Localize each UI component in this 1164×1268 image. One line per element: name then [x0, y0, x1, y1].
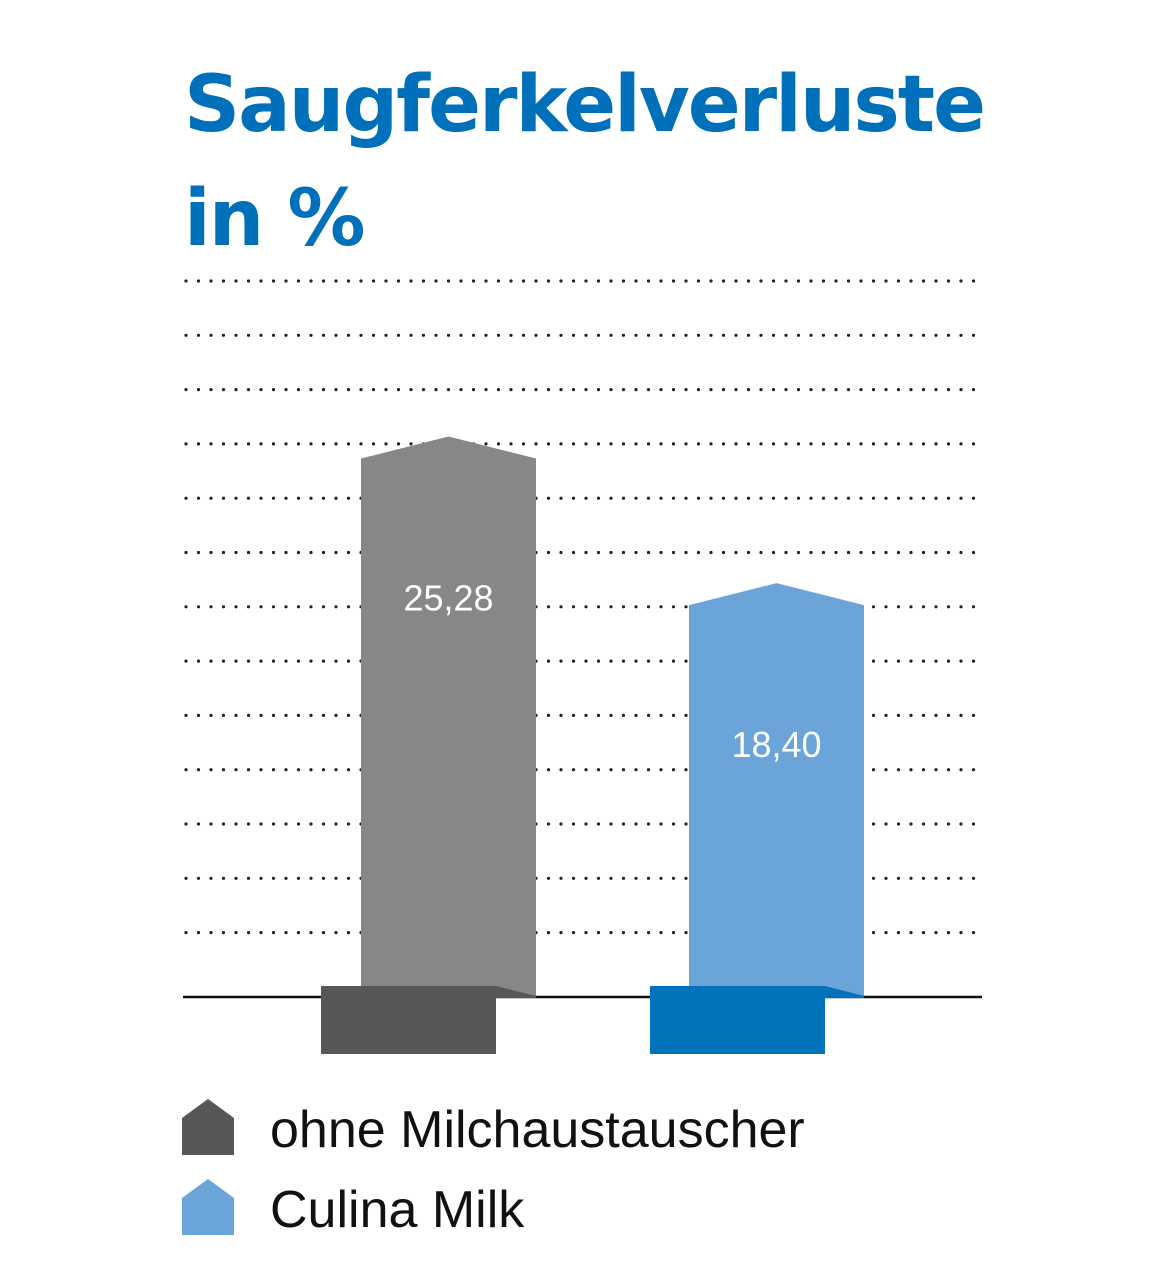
chart-title: Saugferkelverluste in % — [184, 48, 986, 276]
legend-label-ohne-milchaustauscher: ohne Milchaustauscher — [270, 1101, 805, 1159]
legend-swatch-ohne-milchaustauscher-icon — [182, 1099, 234, 1155]
legend-swatch-shape-1 — [182, 1099, 234, 1155]
bar-base-2 — [650, 986, 825, 1054]
legend-label-culina-milk: Culina Milk — [270, 1181, 525, 1239]
bar-1 — [361, 436, 536, 997]
bar-base-shade-2 — [825, 986, 864, 998]
legend-swatch-culina-milk-icon — [182, 1179, 234, 1235]
bar-value-label-2: 18,40 — [731, 724, 821, 765]
bar-value-label-1: 25,28 — [403, 578, 493, 619]
legend-swatch-shape-2 — [182, 1179, 234, 1235]
bar-base-1 — [321, 986, 496, 1054]
chart-title-line-1: Saugferkelverluste — [184, 60, 986, 150]
bar-base-shade-1 — [496, 986, 536, 998]
bar-2 — [689, 583, 864, 997]
chart-title-line-2: in % — [184, 174, 366, 264]
